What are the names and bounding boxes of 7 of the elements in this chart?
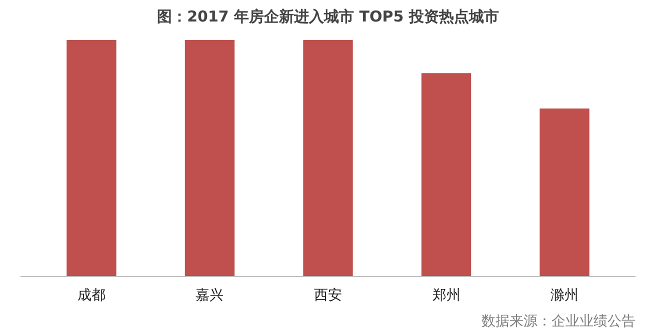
- x-tick-label: 滁州: [550, 288, 579, 304]
- x-tick-label: 郑州: [432, 288, 460, 304]
- chart-title: 图：2017 年房企新进入城市 TOP5 投资热点城市: [157, 8, 499, 26]
- source-note: 数据来源：企业业绩公告: [482, 314, 636, 330]
- x-tick-label: 西安: [314, 288, 342, 304]
- x-tick-label: 成都: [77, 288, 106, 304]
- x-tick-label: 嘉兴: [196, 288, 224, 304]
